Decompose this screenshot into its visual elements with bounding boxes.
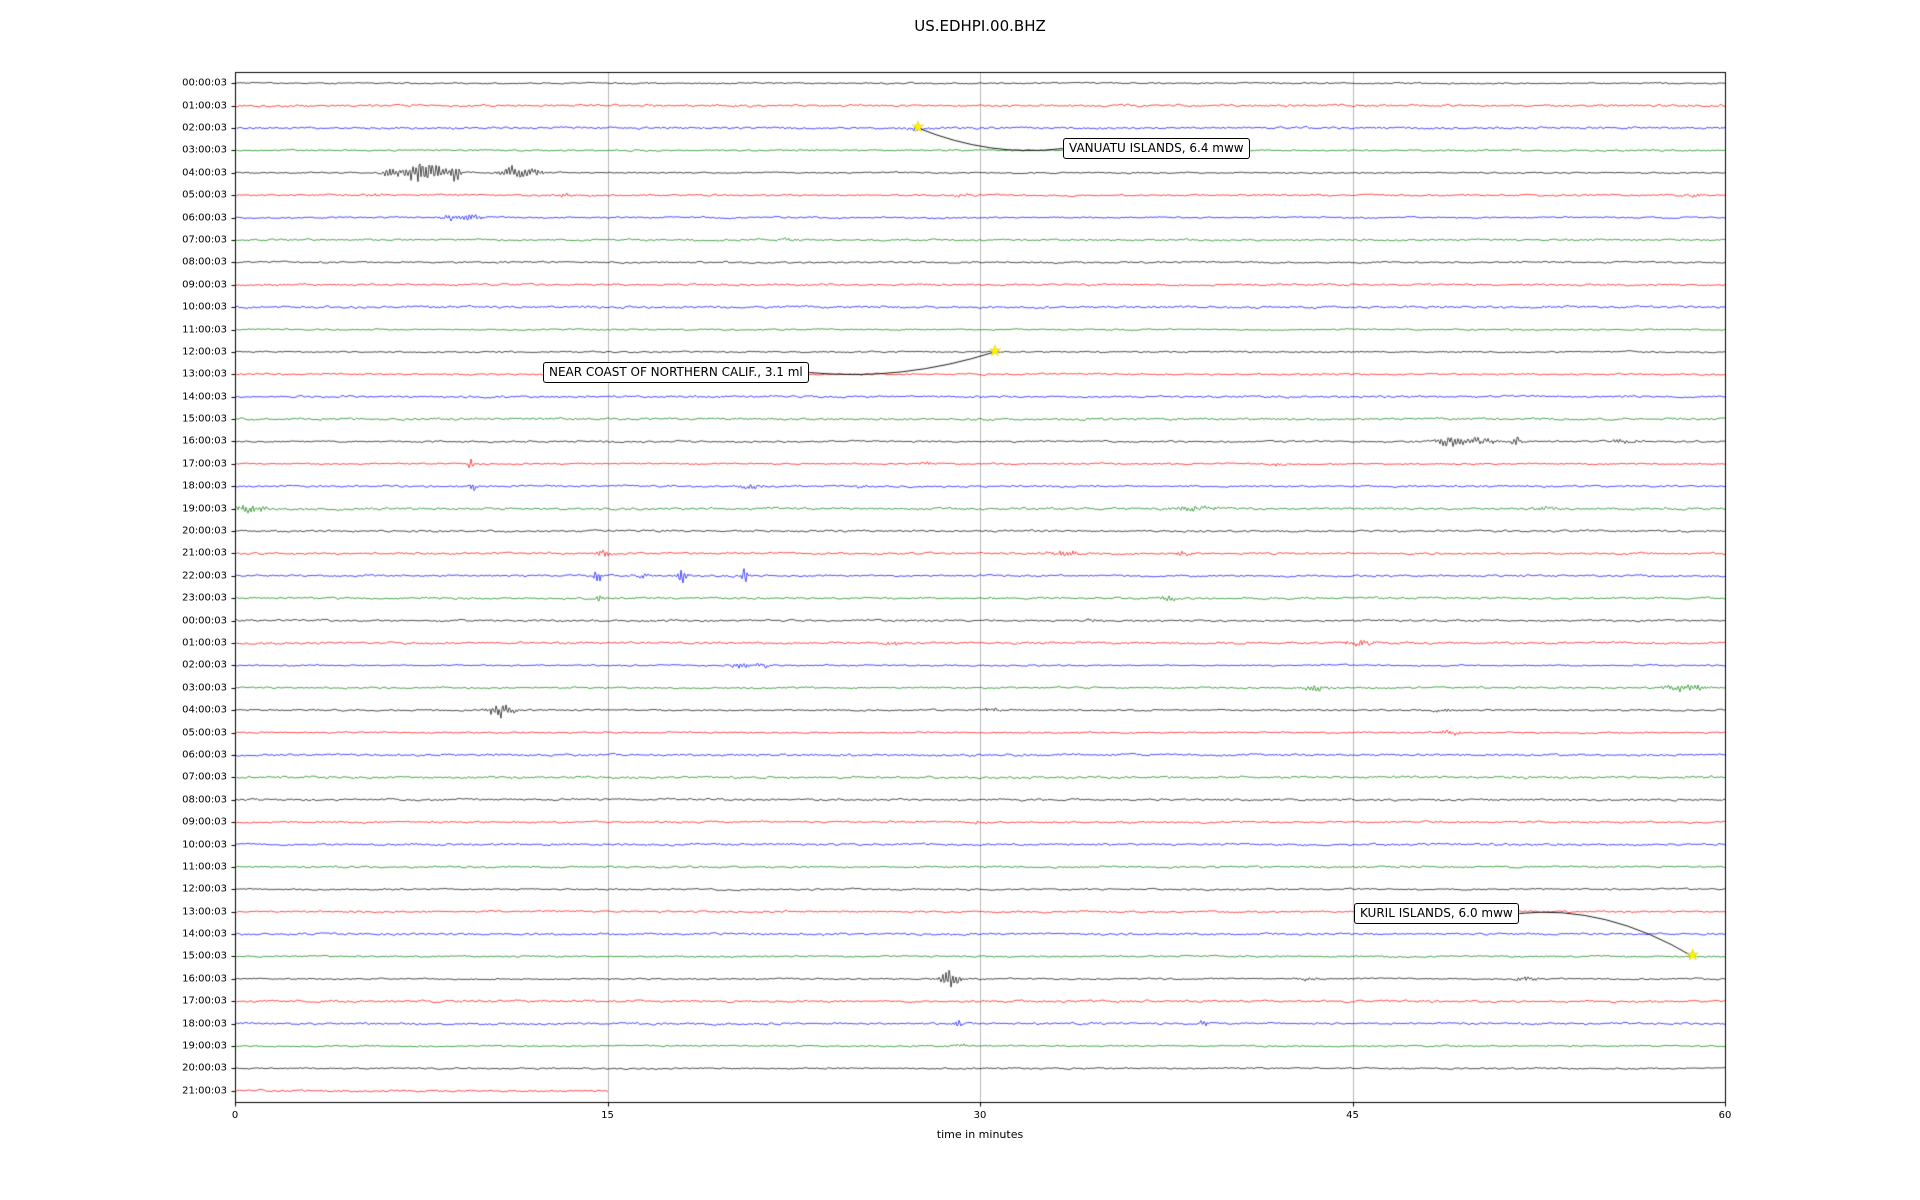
row-time-label: 20:00:03 <box>182 525 227 537</box>
row-time-label: 06:00:03 <box>182 749 227 761</box>
row-time-label: 16:00:03 <box>182 973 227 985</box>
row-time-label: 22:00:03 <box>182 570 227 582</box>
row-time-label: 08:00:03 <box>182 794 227 806</box>
x-tick-label: 30 <box>973 1110 987 1121</box>
row-time-label: 00:00:03 <box>182 77 227 89</box>
row-time-label: 06:00:03 <box>182 212 227 224</box>
row-time-label: 23:00:03 <box>182 592 227 604</box>
annotation-vanuatu-islands: VANUATU ISLANDS, 6.4 mww <box>1063 138 1250 159</box>
row-time-label: 01:00:03 <box>182 100 227 112</box>
row-time-label: 03:00:03 <box>182 144 227 156</box>
row-time-label: 10:00:03 <box>182 301 227 313</box>
row-time-label: 18:00:03 <box>182 1018 227 1030</box>
row-time-label: 13:00:03 <box>182 906 227 918</box>
row-time-label: 13:00:03 <box>182 368 227 380</box>
row-time-label: 02:00:03 <box>182 122 227 134</box>
row-time-label: 19:00:03 <box>182 1040 227 1052</box>
row-time-label: 21:00:03 <box>182 1085 227 1097</box>
row-time-label: 17:00:03 <box>182 995 227 1007</box>
row-time-label: 15:00:03 <box>182 950 227 962</box>
row-time-label: 18:00:03 <box>182 480 227 492</box>
row-time-label: 04:00:03 <box>182 167 227 179</box>
row-time-label: 05:00:03 <box>182 727 227 739</box>
row-time-label: 02:00:03 <box>182 659 227 671</box>
row-time-label: 19:00:03 <box>182 503 227 515</box>
row-time-label: 01:00:03 <box>182 637 227 649</box>
x-tick-label: 0 <box>231 1110 239 1121</box>
row-time-label: 04:00:03 <box>182 704 227 716</box>
event-star-icon: ★ <box>987 340 1003 360</box>
chart-title: US.EDHPI.00.BHZ <box>914 17 1046 35</box>
x-tick-label: 60 <box>1718 1110 1732 1121</box>
row-time-label: 07:00:03 <box>182 771 227 783</box>
row-time-label: 09:00:03 <box>182 279 227 291</box>
row-time-label: 03:00:03 <box>182 682 227 694</box>
row-time-label: 17:00:03 <box>182 458 227 470</box>
x-tick-label: 45 <box>1346 1110 1359 1121</box>
row-time-label: 07:00:03 <box>182 234 227 246</box>
row-time-label: 05:00:03 <box>182 189 227 201</box>
row-time-label: 12:00:03 <box>182 883 227 895</box>
row-time-label: 11:00:03 <box>182 861 227 873</box>
row-time-label: 14:00:03 <box>182 391 227 403</box>
annotation-northern-calif: NEAR COAST OF NORTHERN CALIF., 3.1 ml <box>543 362 809 383</box>
x-axis-label: time in minutes <box>936 1128 1024 1141</box>
row-time-label: 16:00:03 <box>182 435 227 447</box>
row-time-label: 20:00:03 <box>182 1062 227 1074</box>
event-star-icon: ★ <box>910 116 926 136</box>
row-time-label: 12:00:03 <box>182 346 227 358</box>
x-tick-label: 15 <box>601 1110 614 1121</box>
row-time-label: 10:00:03 <box>182 839 227 850</box>
event-star-icon: ★ <box>1685 945 1700 965</box>
row-time-label: 11:00:03 <box>182 324 227 335</box>
annotation-kuril-islands: KURIL ISLANDS, 6.0 mww <box>1354 903 1519 924</box>
row-time-label: 21:00:03 <box>182 547 227 559</box>
row-time-label: 09:00:03 <box>182 816 227 828</box>
row-time-label: 14:00:03 <box>182 928 227 940</box>
row-time-label: 08:00:03 <box>182 256 227 268</box>
row-time-label: 15:00:03 <box>182 413 227 425</box>
row-time-label: 00:00:03 <box>182 615 227 627</box>
